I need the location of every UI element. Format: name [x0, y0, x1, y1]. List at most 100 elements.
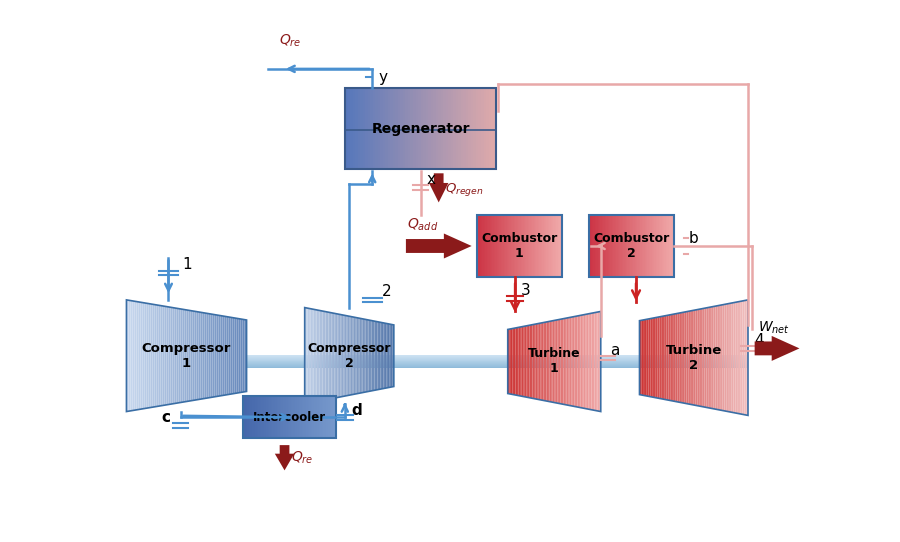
Polygon shape [446, 88, 448, 169]
Polygon shape [557, 320, 559, 403]
Polygon shape [574, 316, 576, 406]
Polygon shape [690, 311, 692, 405]
Polygon shape [256, 396, 258, 438]
Polygon shape [723, 305, 724, 411]
Polygon shape [137, 301, 139, 410]
Polygon shape [667, 215, 669, 277]
Polygon shape [735, 302, 737, 414]
Bar [243, 396, 336, 438]
Polygon shape [313, 309, 315, 402]
Polygon shape [443, 88, 446, 169]
Polygon shape [640, 320, 642, 395]
Polygon shape [491, 215, 492, 277]
Polygon shape [665, 315, 667, 400]
Polygon shape [328, 396, 329, 438]
Polygon shape [605, 215, 607, 277]
Polygon shape [235, 318, 237, 393]
Polygon shape [244, 396, 246, 438]
Polygon shape [567, 318, 568, 405]
Polygon shape [358, 318, 360, 393]
Polygon shape [559, 215, 561, 277]
Polygon shape [685, 312, 687, 404]
Polygon shape [504, 215, 505, 277]
Polygon shape [667, 315, 669, 400]
Polygon shape [661, 215, 662, 277]
Polygon shape [476, 88, 479, 169]
Polygon shape [531, 325, 533, 398]
Polygon shape [378, 88, 381, 169]
Polygon shape [265, 396, 266, 438]
Polygon shape [338, 314, 339, 397]
Polygon shape [610, 215, 612, 277]
Polygon shape [335, 313, 336, 398]
Polygon shape [400, 88, 403, 169]
Polygon shape [602, 215, 603, 277]
Polygon shape [183, 309, 184, 402]
Polygon shape [317, 310, 318, 402]
Polygon shape [212, 314, 214, 397]
Polygon shape [132, 301, 134, 410]
Polygon shape [565, 318, 567, 405]
Polygon shape [595, 215, 596, 277]
Polygon shape [626, 215, 627, 277]
Polygon shape [714, 306, 716, 409]
Polygon shape [481, 88, 483, 169]
Polygon shape [145, 303, 147, 409]
Polygon shape [587, 314, 589, 409]
Polygon shape [674, 314, 676, 402]
Polygon shape [546, 215, 548, 277]
Polygon shape [363, 319, 365, 392]
Polygon shape [712, 306, 714, 409]
Polygon shape [365, 319, 367, 392]
Polygon shape [391, 88, 393, 169]
Polygon shape [324, 311, 326, 400]
Text: 4: 4 [754, 333, 764, 347]
Polygon shape [495, 215, 497, 277]
Polygon shape [710, 307, 712, 409]
Polygon shape [322, 311, 324, 401]
Polygon shape [649, 319, 651, 397]
Polygon shape [669, 215, 670, 277]
Polygon shape [493, 88, 496, 169]
Bar [345, 88, 496, 169]
Polygon shape [333, 396, 334, 438]
Polygon shape [286, 396, 288, 438]
Polygon shape [471, 88, 473, 169]
Polygon shape [478, 215, 480, 277]
Polygon shape [585, 314, 587, 409]
Polygon shape [518, 215, 519, 277]
Text: Turbine
1: Turbine 1 [528, 347, 580, 376]
Polygon shape [647, 319, 649, 396]
Polygon shape [540, 323, 542, 400]
Polygon shape [336, 314, 338, 398]
Polygon shape [374, 321, 376, 390]
Polygon shape [165, 306, 166, 405]
Polygon shape [623, 215, 625, 277]
Polygon shape [642, 320, 643, 395]
Text: 1: 1 [183, 257, 192, 272]
Polygon shape [589, 313, 590, 409]
Polygon shape [701, 308, 703, 406]
Polygon shape [201, 312, 203, 399]
Polygon shape [381, 88, 382, 169]
Text: c: c [161, 410, 170, 425]
Polygon shape [508, 215, 509, 277]
Polygon shape [688, 311, 690, 404]
Polygon shape [217, 315, 219, 396]
Polygon shape [347, 316, 349, 396]
Polygon shape [274, 396, 275, 438]
Polygon shape [600, 215, 602, 277]
Polygon shape [651, 318, 652, 397]
Polygon shape [670, 215, 671, 277]
Polygon shape [514, 215, 515, 277]
Polygon shape [550, 321, 551, 402]
Polygon shape [314, 396, 316, 438]
Text: Compressor
1: Compressor 1 [142, 341, 231, 370]
Polygon shape [271, 396, 272, 438]
Polygon shape [418, 88, 420, 169]
Polygon shape [365, 88, 368, 169]
Polygon shape [416, 88, 418, 169]
Polygon shape [619, 215, 620, 277]
Polygon shape [196, 312, 199, 400]
Polygon shape [420, 88, 423, 169]
